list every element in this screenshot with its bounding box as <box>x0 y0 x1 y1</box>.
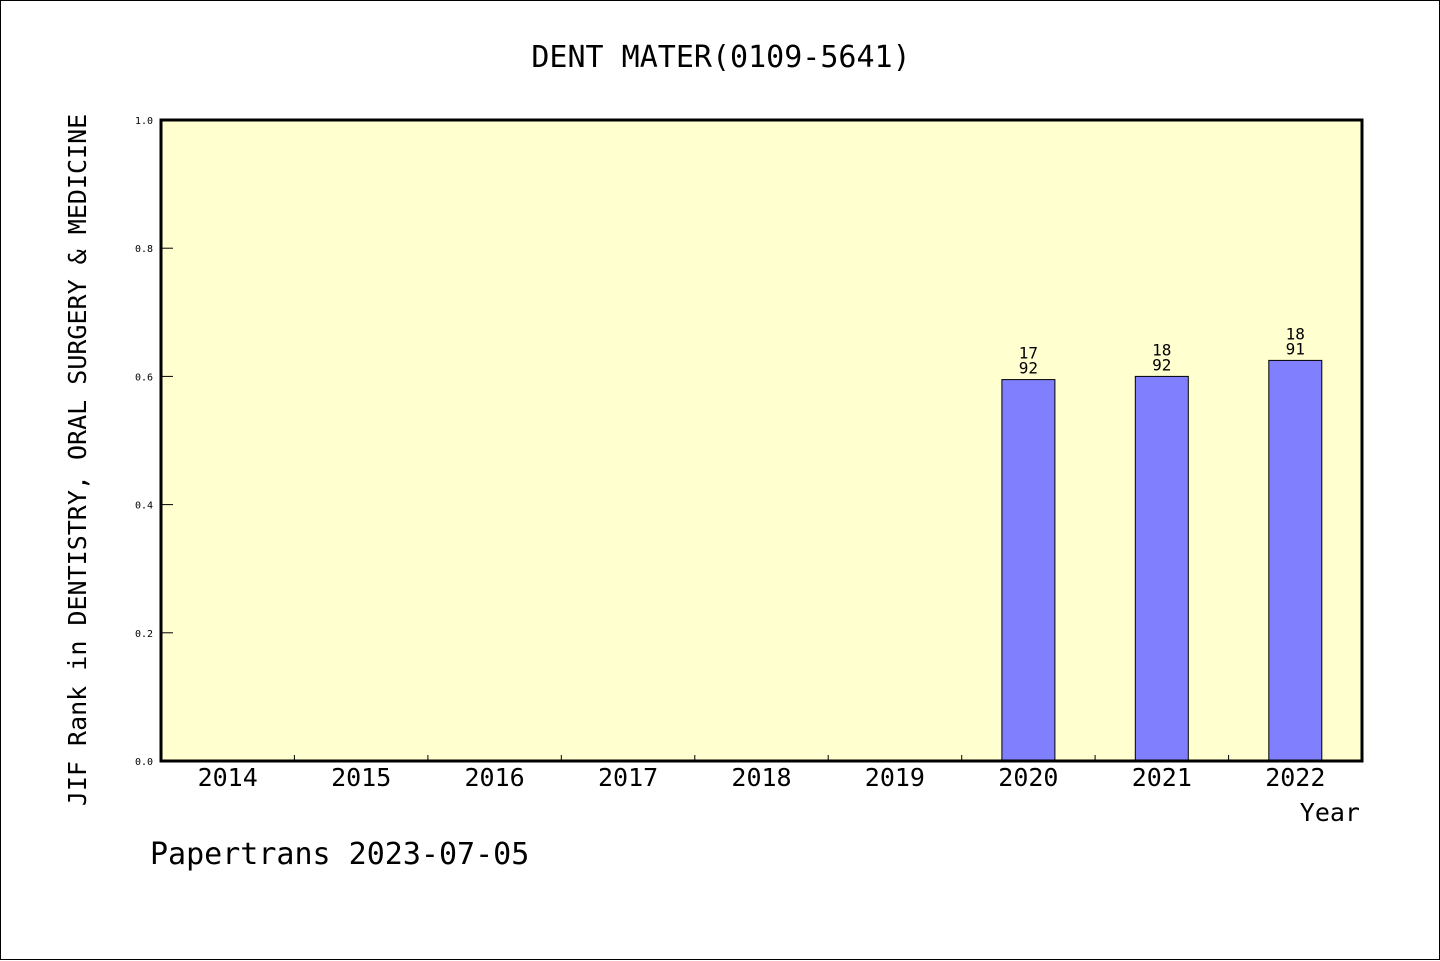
bar-2022 <box>1268 359 1323 762</box>
data-label: 18 <box>1286 324 1305 343</box>
bars-layer <box>1001 359 1323 762</box>
x-tick-label: 2014 <box>198 763 258 792</box>
x-tick-label: 2022 <box>1265 763 1325 792</box>
footer-text: Papertrans 2023-07-05 <box>150 837 529 872</box>
x-tick-label: 2016 <box>464 763 524 792</box>
plot-frame <box>159 118 1364 763</box>
bar-2020 <box>1001 379 1056 762</box>
data-label: 17 <box>1019 344 1038 363</box>
x-tick-label: 2015 <box>331 763 391 792</box>
data-label: 91 <box>1286 339 1305 358</box>
x-tick-label: 2018 <box>731 763 791 792</box>
chart-title: DENT MATER(0109-5641) <box>531 40 910 75</box>
x-tick-label: 2020 <box>998 763 1058 792</box>
data-label: 18 <box>1152 340 1171 359</box>
x-tick-label: 2017 <box>598 763 658 792</box>
y-axis-label: JIF Rank in DENTISTRY, ORAL SURGERY & ME… <box>63 114 92 806</box>
x-tick-label: 2019 <box>865 763 925 792</box>
y-tick-label: 0.2 <box>135 629 153 640</box>
y-tick-label: 0.0 <box>135 757 153 768</box>
x-axis: 2014 2015 2016 2017 2018 2019 2020 2021 2022 <box>198 755 1325 792</box>
y-tick-label: 0.4 <box>135 501 153 512</box>
data-label: 92 <box>1152 355 1171 374</box>
x-axis-label: Year <box>1300 798 1360 827</box>
bar-2021 <box>1134 375 1189 762</box>
y-tick-label: 0.8 <box>135 244 153 255</box>
x-tick-label: 2021 <box>1132 763 1192 792</box>
y-tick-label: 0.6 <box>135 372 153 383</box>
y-tick-label: 1.0 <box>135 116 153 127</box>
data-label: 92 <box>1019 359 1038 378</box>
